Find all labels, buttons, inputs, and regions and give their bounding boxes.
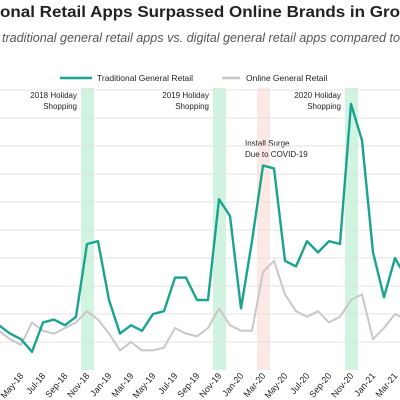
annotation-text: Install Surge xyxy=(245,139,290,148)
x-tick-label: May-20 xyxy=(263,371,290,400)
highlight-band xyxy=(257,88,270,370)
x-tick-label: Jan-20 xyxy=(220,371,245,399)
highlight-band xyxy=(345,88,358,370)
x-tick-label: Nov-18 xyxy=(65,371,91,400)
annotation-text: 2020 Holiday xyxy=(294,91,341,100)
series-line xyxy=(0,102,400,353)
legend-label: Traditional General Retail xyxy=(97,73,193,83)
x-tick-label: Sep-18 xyxy=(43,371,69,400)
x-tick-label: Jan-19 xyxy=(88,371,113,399)
chart-subtitle: traditional general retail apps vs. digi… xyxy=(2,30,400,45)
annotation-text: 2019 Holiday xyxy=(162,91,209,100)
x-tick-label: Sep-20 xyxy=(307,371,333,400)
series-line xyxy=(0,259,400,352)
annotation-text: Shopping xyxy=(43,102,77,111)
x-tick-label: May-19 xyxy=(131,371,158,400)
highlight-band xyxy=(81,88,94,370)
annotation-text: 2018 Holiday xyxy=(30,91,77,100)
chart-title: onal Retail Apps Surpassed Online Brands… xyxy=(0,4,400,21)
x-tick-label: Sep-19 xyxy=(175,371,201,400)
annotation-text: Shopping xyxy=(175,102,209,111)
annotation-text: Shopping xyxy=(307,102,341,111)
x-tick-label: Nov-20 xyxy=(329,371,355,400)
legend-label: Online General Retail xyxy=(246,73,327,83)
x-tick-label: Nov-19 xyxy=(197,371,223,400)
x-tick-label: Jan-21 xyxy=(352,371,377,399)
highlight-band xyxy=(213,88,226,370)
x-tick-label: May-18 xyxy=(0,371,26,400)
x-tick-label: Mar-21 xyxy=(374,371,400,399)
annotation-text: Due to COVID-19 xyxy=(245,150,308,159)
